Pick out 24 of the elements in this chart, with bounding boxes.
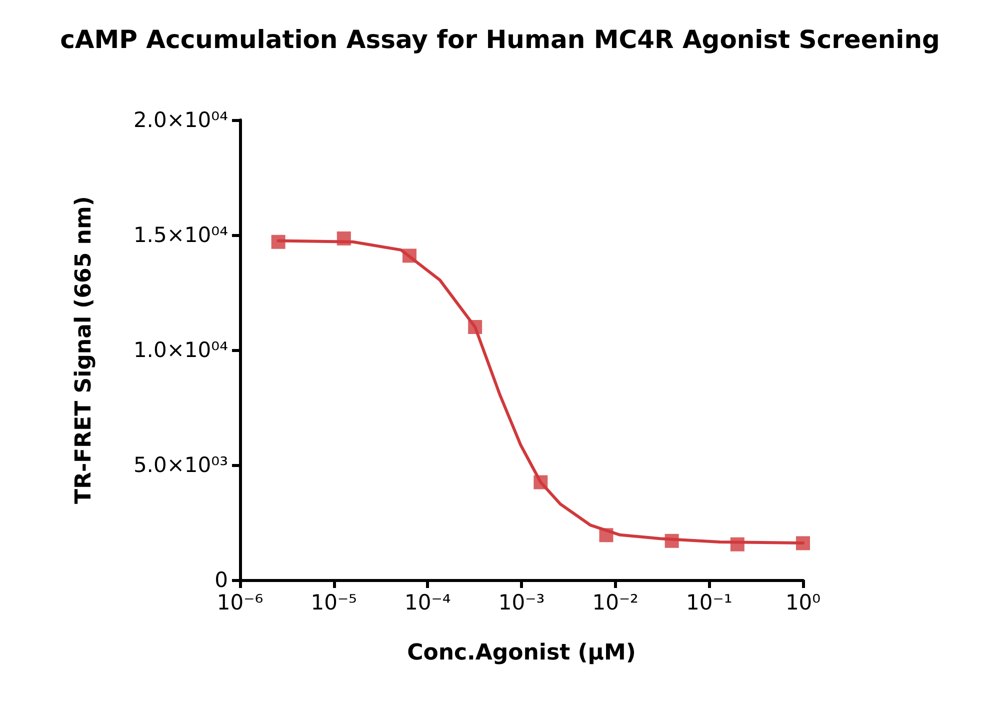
x-tick-label: 10⁻⁶: [216, 590, 264, 614]
point: [336, 231, 351, 246]
x-tick-label: 10⁻⁵: [310, 590, 357, 614]
point: [402, 248, 416, 263]
y-tick-label: 2.0×10⁰⁴: [133, 108, 228, 132]
y-tick-label: 0: [214, 568, 228, 592]
point: [599, 528, 614, 542]
point: [534, 475, 548, 490]
y-tick-label: 1.5×10⁰⁴: [133, 223, 228, 247]
x-tick-label: 10⁻⁴: [404, 590, 451, 614]
point: [796, 536, 810, 550]
point: [664, 534, 679, 548]
point: [468, 320, 482, 334]
point: [271, 234, 286, 249]
chart-title: cAMP Accumulation Assay for Human MC4R Agonist Screening: [60, 25, 940, 54]
x-tick-label: 10⁻³: [498, 590, 545, 614]
point: [730, 537, 744, 552]
y-axis-title: TR-FRET Signal (665 nm): [72, 196, 96, 504]
y-tick-label: 5.0×10⁰³: [133, 453, 228, 477]
x-tick-label: 10⁻¹: [686, 590, 732, 614]
x-axis-title: Conc.Agonist (µM): [407, 640, 636, 666]
x-tick-label: 10⁰: [785, 590, 821, 614]
x-tick-label: 10⁻²: [592, 590, 638, 614]
y-tick-label: 1.0×10⁰⁴: [133, 338, 228, 362]
